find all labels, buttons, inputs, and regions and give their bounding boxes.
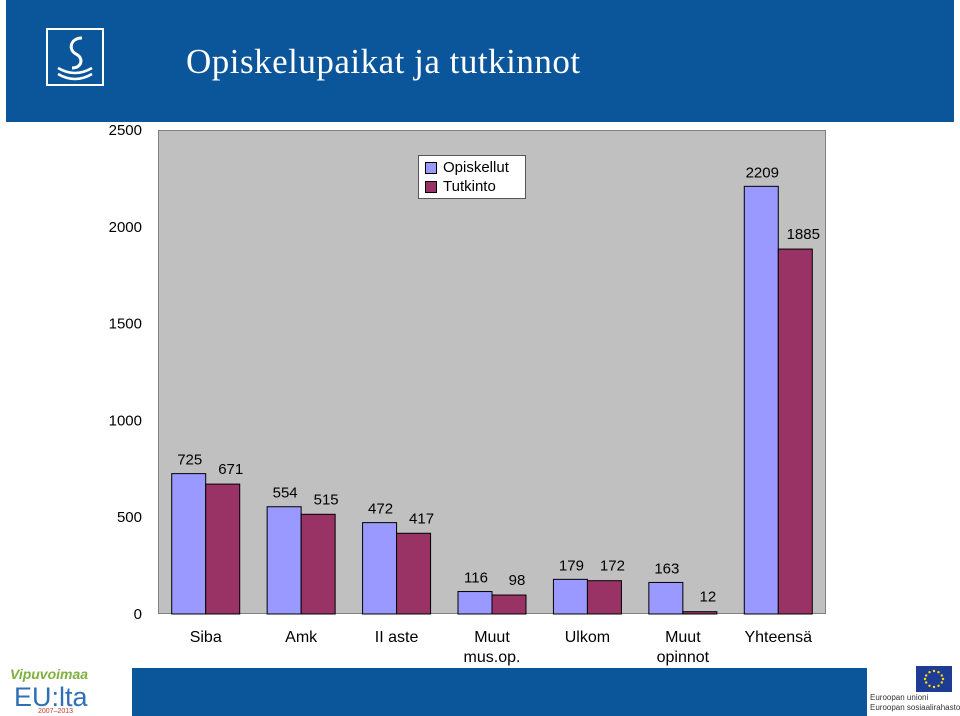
bar-tutkinto	[682, 611, 718, 615]
data-label: 179	[559, 557, 584, 574]
data-label: 1885	[787, 226, 820, 243]
bar-tutkinto	[586, 580, 622, 615]
bar-opiskellut	[266, 506, 302, 615]
eu-logo-line1: Euroopan unioni	[870, 693, 929, 702]
data-label: 98	[509, 572, 526, 589]
legend-label-tutkinto: Tutkinto	[443, 178, 496, 195]
y-tick-label: 1500	[109, 316, 142, 333]
eu-logo: Euroopan unioni Euroopan sosiaalirahasto	[868, 664, 960, 716]
bar-opiskellut	[743, 185, 779, 615]
sibelius-logo-icon	[46, 28, 104, 86]
x-tick-label: Amk	[285, 629, 318, 646]
data-label: 725	[177, 452, 202, 469]
data-label: 2209	[746, 164, 779, 181]
legend-swatch-tutkinto	[425, 180, 437, 193]
data-label: 116	[464, 570, 488, 587]
data-label: 472	[368, 501, 393, 518]
vipuvoimaa-logo: Vipuvoimaa EU:lta 2007–2013	[8, 664, 128, 716]
bar-tutkinto	[491, 594, 527, 615]
data-label: 417	[409, 510, 434, 527]
legend-item-opiskellut: Opiskellut	[425, 159, 509, 176]
y-tick-label: 1000	[109, 412, 142, 429]
x-tick-label: opinnot	[657, 649, 710, 666]
footer-bar	[132, 668, 867, 716]
data-label: 554	[273, 485, 298, 502]
vipuvoimaa-logo-line1: Vipuvoimaa	[10, 666, 89, 682]
bar-opiskellut	[457, 591, 493, 615]
bar-opiskellut	[362, 522, 398, 615]
legend-swatch-opiskellut	[425, 161, 437, 174]
vipuvoimaa-logo-line2: EU:lta	[14, 682, 88, 712]
bar-opiskellut	[171, 473, 207, 615]
data-label: 163	[654, 560, 679, 577]
legend-label-opiskellut: Opiskellut	[443, 159, 509, 176]
data-label: 172	[600, 558, 625, 575]
eu-logo-line2: Euroopan sosiaalirahasto	[870, 703, 960, 712]
slide-header: Opiskelupaikat ja tutkinnot	[6, 0, 954, 122]
data-label: 12	[700, 589, 717, 606]
bar-tutkinto	[396, 532, 432, 615]
chart-legend: Opiskellut Tutkinto	[418, 155, 526, 199]
x-tick-label: Yhteensä	[744, 629, 812, 646]
slide-title: Opiskelupaikat ja tutkinnot	[186, 42, 581, 81]
y-tick-label: 2000	[109, 219, 142, 236]
bar-tutkinto	[777, 248, 813, 615]
legend-item-tutkinto: Tutkinto	[425, 178, 496, 195]
x-tick-label: Muut	[474, 629, 510, 646]
bar-opiskellut	[552, 578, 588, 615]
x-tick-label: Siba	[190, 629, 222, 646]
bar-tutkinto	[205, 483, 241, 615]
y-tick-label: 2500	[109, 122, 142, 139]
bar-tutkinto	[300, 513, 336, 615]
eu-flag-icon	[916, 666, 952, 692]
x-tick-label: II aste	[375, 629, 419, 646]
y-tick-label: 0	[134, 606, 142, 623]
vipuvoimaa-logo-line3: 2007–2013	[38, 708, 74, 715]
y-tick-label: 500	[117, 509, 142, 526]
x-tick-label: mus.op.	[464, 649, 521, 666]
bar-opiskellut	[648, 581, 684, 615]
x-tick-label: Ulkom	[565, 629, 610, 646]
x-tick-label: Muut	[665, 629, 701, 646]
data-label: 515	[314, 491, 339, 508]
data-label: 671	[218, 461, 243, 478]
